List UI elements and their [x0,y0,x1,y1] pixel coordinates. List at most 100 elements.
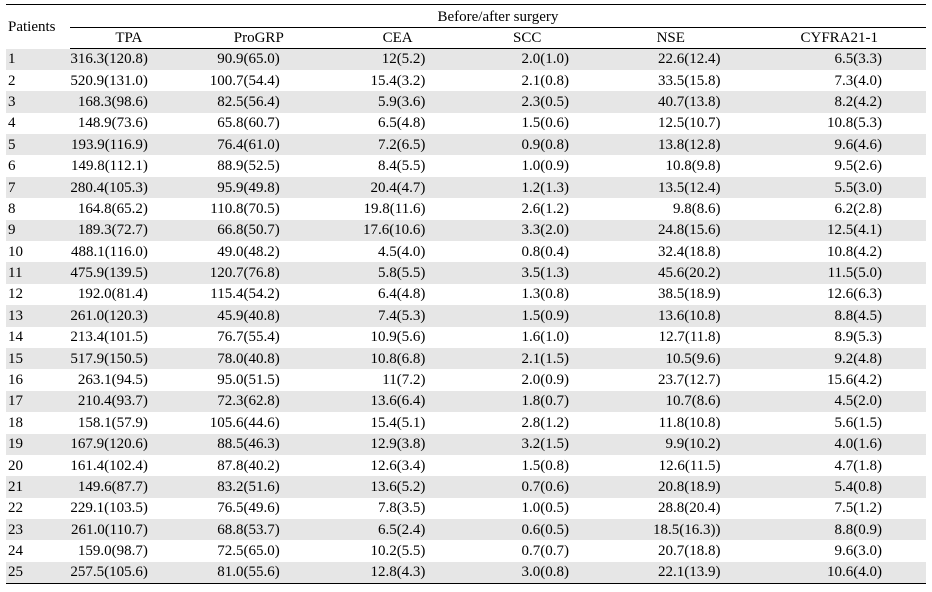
value-cell: 1.8(0.7) [465,390,589,413]
value-cell: 9.9(10.2) [589,433,753,455]
value-cell: 8.9(5.3) [834,329,883,346]
value-cell: 6.5(3.3) [752,48,926,70]
value-cell: 45.9(40.8) [187,305,330,327]
value-cell: 158.1(57.9) [77,414,148,431]
value-cell: 3.2(1.5) [465,433,589,455]
value-cell: 8.8(0.9) [752,519,926,541]
value-cell: 10.8(4.2) [827,243,882,260]
value-cell: 148.9(73.6) [77,115,148,132]
patient-id-cell: 23 [6,519,70,541]
value-cell: 280.4(105.3) [69,176,188,199]
value-cell: 189.3(72.7) [69,219,188,242]
value-cell: 110.8(70.5) [210,200,280,217]
patient-id-cell: 7 [6,176,70,199]
value-cell: 11.5(5.0) [752,262,926,284]
value-cell: 18.5(16.3)) [589,519,753,541]
value-cell: 4.5(4.0) [377,243,426,260]
value-cell: 6.4(4.8) [377,286,426,303]
value-cell: 2.1(1.5) [465,347,589,370]
value-cell: 149.6(87.7) [69,476,188,498]
patient-id-cell: 13 [6,305,70,327]
value-cell: 9.6(3.0) [834,543,883,560]
value-cell: 20.8(18.9) [589,476,753,498]
value-cell: 316.3(120.8) [69,48,188,70]
value-cell: 9.6(4.6) [752,134,926,156]
table-row: 10 488.1(116.0) 49.0(48.2) 4.5(4.0) 0.8(0.4)… [6,241,926,262]
value-cell: 10.8(9.8) [665,158,721,175]
table-row: 17 210.4(93.7) 72.3(62.8) 13.6(6.4) 1.8(0.7)… [6,390,926,413]
value-cell: 10.6(4.0) [752,561,926,584]
group-header: Before/after surgery [69,4,926,28]
table-row: 18 158.1(57.9) 105.6(44.6) 15.4(5.1) 2.8(1.2… [6,412,926,433]
value-cell: 6.2(2.8) [834,200,883,217]
value-cell: 164.8(65.2) [77,200,148,217]
table-row: 3 168.3(98.6) 82.5(56.4) 5.9(3.6) 2.3(0.5) 40… [6,91,926,113]
value-cell: 12.6(3.4) [370,457,426,474]
value-cell: 0.9(0.8) [465,134,589,156]
patient-id-cell: 3 [6,91,70,113]
value-cell: 40.7(13.8) [589,91,753,113]
value-cell: 0.6(0.5) [465,519,589,541]
value-cell: 95.0(51.5) [217,372,280,389]
value-cell: 13.8(12.8) [589,134,753,156]
value-cell: 12.6(6.3) [827,286,882,303]
value-cell: 159.0(98.7) [77,543,148,560]
patient-id-cell: 14 [8,329,23,346]
column-header: NSE [589,27,753,49]
value-cell: 261.0(120.3) [69,305,188,327]
value-cell: 20.4(4.7) [329,176,466,199]
value-cell: 1.5(0.8) [521,457,570,474]
patient-id-cell: 6 [8,158,16,175]
value-cell: 65.8(60.7) [217,115,280,132]
column-header: TPA [69,27,188,49]
patient-id-cell: 16 [8,372,23,389]
table-row: 22 229.1(103.5) 76.5(49.6) 7.8(3.5) 1.0(0.5)… [6,498,926,519]
value-cell: 72.3(62.8) [187,390,330,413]
value-cell: 9.5(2.6) [834,158,883,175]
value-cell: 1.5(0.6) [521,115,570,132]
value-cell: 105.6(44.6) [209,414,280,431]
value-cell: 517.9(150.5) [69,347,188,370]
value-cell: 13.6(5.2) [329,476,466,498]
patient-id-cell: 22 [8,500,23,517]
value-cell: 15.4(3.2) [370,72,426,89]
table-row: 14 213.4(101.5) 76.7(55.4) 10.9(5.6) 1.6(1.0… [6,327,926,348]
table-row: 12 192.0(81.4) 115.4(54.2) 6.4(4.8) 1.3(0.8)… [6,284,926,305]
column-header: CYFRA21-1 [752,27,926,49]
value-cell: 168.3(98.6) [69,91,188,113]
value-cell: 1.0(0.9) [521,158,570,175]
value-cell: 192.0(81.4) [77,286,148,303]
value-cell: 5.6(1.5) [834,414,883,431]
patients-header: Patients [6,4,70,49]
patient-id-cell: 15 [6,347,70,370]
patient-id-cell: 2 [8,72,16,89]
value-cell: 9.8(8.6) [673,200,721,217]
value-cell: 520.9(131.0) [70,72,148,89]
table-row: 23 261.0(110.7) 68.8(53.7) 6.5(2.4) 0.6(0.5)… [6,519,926,541]
value-cell: 11(7.2) [382,372,426,389]
value-cell: 1.3(0.8) [521,286,570,303]
value-cell: 88.9(52.5) [217,158,280,175]
value-cell: 2.6(1.2) [521,200,570,217]
table-row: 2 520.9(131.0) 100.7(54.4) 15.4(3.2) 2.1(0.8… [6,70,926,91]
value-cell: 2.0(1.0) [465,48,589,70]
value-cell: 261.0(110.7) [69,519,188,541]
table-row: 15 517.9(150.5) 78.0(40.8) 10.8(6.8) 2.1(1.5… [6,347,926,370]
value-cell: 83.2(51.6) [187,476,330,498]
value-cell: 4.0(1.6) [752,433,926,455]
value-cell: 0.7(0.6) [465,476,589,498]
column-header: SCC [465,27,589,49]
patient-id-cell: 25 [6,561,70,584]
value-cell: 76.5(49.6) [217,500,280,517]
value-cell: 5.8(5.5) [329,262,466,284]
patient-id-cell: 11 [6,262,70,284]
table-header: Patients Before/after surgery TPA ProGRP C… [6,4,926,49]
table-row: 25 257.5(105.6) 81.0(55.6) 12.8(4.3) 3.0(0.8… [6,561,926,584]
value-cell: 167.9(120.6) [69,433,188,455]
value-cell: 2.0(0.9) [521,372,570,389]
value-cell: 6.5(4.8) [377,115,426,132]
table-row: 7 280.4(105.3) 95.9(49.8) 20.4(4.7) 1.2(1.3)… [6,176,926,199]
value-cell: 213.4(101.5) [70,329,148,346]
value-cell: 8.4(5.5) [377,158,426,175]
patient-id-cell: 24 [8,543,23,560]
